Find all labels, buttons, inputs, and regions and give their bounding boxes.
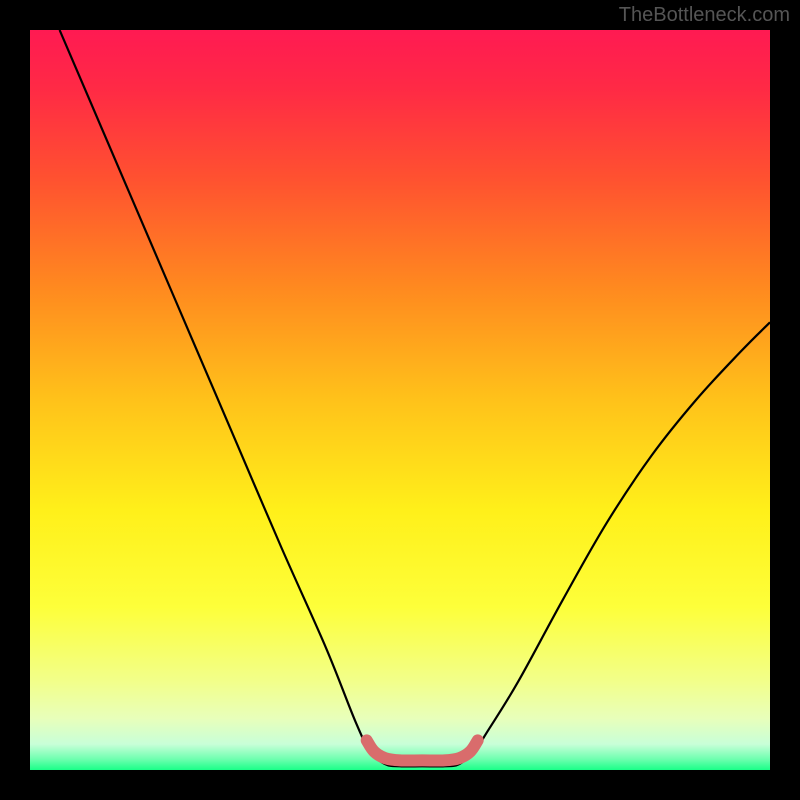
plot-area (30, 30, 770, 770)
chart-frame: TheBottleneck.com (0, 0, 800, 800)
attribution-label: TheBottleneck.com (619, 4, 790, 27)
bottleneck-curve (60, 30, 770, 766)
curve-layer (30, 30, 770, 770)
optimal-range-highlight (367, 740, 478, 760)
